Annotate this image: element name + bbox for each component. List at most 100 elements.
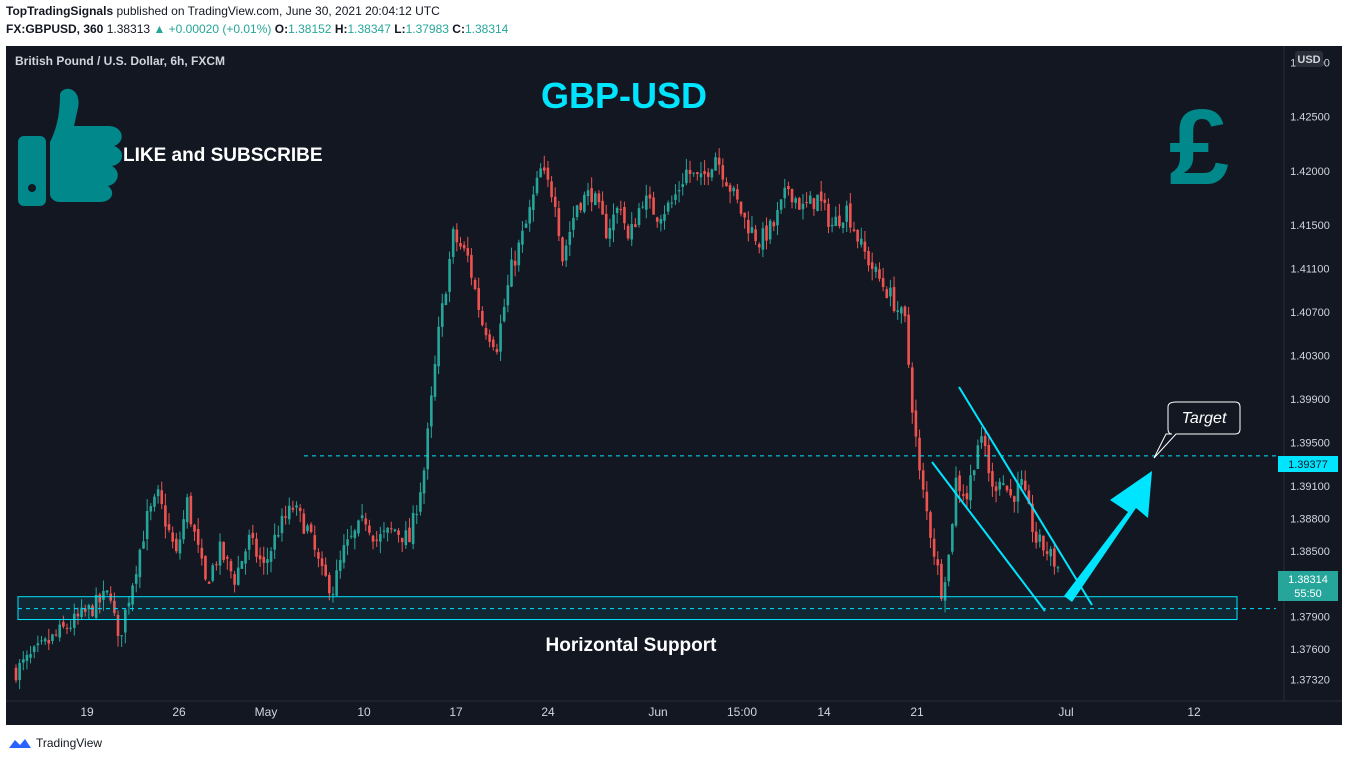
candle-body bbox=[579, 203, 583, 211]
candle-body bbox=[521, 230, 524, 245]
candle-body bbox=[681, 184, 685, 187]
support-zone bbox=[17, 596, 1238, 621]
candle-body bbox=[251, 532, 255, 538]
candle-body bbox=[236, 567, 240, 585]
candle-body bbox=[812, 198, 816, 209]
high-label: H: bbox=[334, 22, 348, 36]
candle-body bbox=[641, 206, 644, 208]
candle-body bbox=[481, 310, 484, 326]
y-tick-label: 1.42000 bbox=[1290, 166, 1330, 178]
candle-body bbox=[240, 560, 244, 569]
candle-body bbox=[936, 559, 940, 566]
candle-body bbox=[834, 216, 838, 226]
candle-body bbox=[550, 181, 553, 198]
candle-body bbox=[896, 310, 899, 312]
candle-body bbox=[776, 210, 779, 226]
candle-body bbox=[397, 530, 400, 535]
target-label: Target bbox=[1182, 410, 1227, 427]
candle-body bbox=[156, 489, 160, 497]
candle-body bbox=[980, 436, 983, 443]
candle-body bbox=[1016, 482, 1020, 502]
footer-brand[interactable]: TradingView bbox=[8, 736, 102, 750]
candle-body bbox=[244, 551, 247, 564]
candle-body bbox=[841, 222, 845, 228]
candle-body bbox=[572, 217, 575, 230]
candle-body bbox=[222, 541, 225, 560]
time-axis[interactable]: 19 26 May 10 17 24 Jun 15:00 14 21 Jul 12 bbox=[80, 705, 1201, 719]
x-tick-label: 14 bbox=[817, 705, 831, 719]
candle-body bbox=[408, 527, 411, 543]
price-axis[interactable]: 1.430001.425001.420001.415001.411001.407… bbox=[1290, 57, 1330, 686]
countdown-text: 55:50 bbox=[1294, 588, 1322, 600]
candle-body bbox=[91, 605, 94, 617]
candle-body bbox=[747, 219, 750, 234]
candle-body bbox=[433, 364, 437, 397]
candle-body bbox=[699, 173, 703, 178]
candle-body bbox=[929, 512, 932, 538]
candle-body bbox=[998, 481, 1002, 490]
candle-body bbox=[969, 475, 972, 501]
candle-body bbox=[655, 217, 659, 222]
candle-body bbox=[910, 367, 914, 413]
y-tick-label: 1.38800 bbox=[1290, 514, 1330, 526]
candle-body bbox=[881, 278, 885, 288]
candle-body bbox=[859, 238, 863, 245]
candle-body bbox=[473, 279, 477, 290]
candle-body bbox=[863, 241, 867, 252]
candle-body bbox=[925, 491, 929, 512]
candle-body bbox=[976, 445, 980, 469]
candle-body bbox=[419, 492, 422, 512]
candle-body bbox=[546, 167, 550, 180]
candle-body bbox=[171, 532, 174, 542]
x-tick-label: Jul bbox=[1058, 705, 1073, 719]
candle-body bbox=[273, 534, 276, 550]
pound-icon: £ bbox=[1169, 86, 1229, 207]
candle-body bbox=[371, 535, 375, 542]
candle-body bbox=[987, 444, 991, 474]
low-value: 1.37983 bbox=[405, 22, 449, 36]
candle-body bbox=[1002, 483, 1005, 485]
candle-body bbox=[739, 201, 743, 214]
candle-body bbox=[604, 213, 608, 239]
candle-body bbox=[142, 541, 145, 549]
candle-body bbox=[182, 519, 185, 540]
candle-body bbox=[389, 528, 393, 530]
candle-body bbox=[608, 228, 612, 239]
y-tick-label: 1.39900 bbox=[1290, 394, 1330, 406]
candle-body bbox=[728, 185, 732, 192]
candle-body bbox=[116, 614, 120, 636]
candle-body bbox=[335, 570, 338, 596]
candle-body bbox=[564, 245, 568, 261]
candle-body bbox=[790, 188, 794, 203]
candle-body bbox=[477, 288, 481, 310]
x-tick-label: 10 bbox=[357, 705, 371, 719]
x-tick-label: May bbox=[255, 705, 278, 719]
candle-body bbox=[280, 515, 284, 534]
candle-body bbox=[178, 539, 182, 554]
candle-body bbox=[1005, 485, 1009, 491]
candle-body bbox=[874, 266, 878, 272]
candle-body bbox=[338, 560, 342, 571]
candle-body bbox=[51, 634, 54, 642]
candle-body bbox=[32, 646, 36, 653]
candle-body bbox=[597, 193, 601, 203]
candle-body bbox=[666, 202, 670, 212]
close-label: C: bbox=[452, 22, 465, 36]
publisher-name[interactable]: TopTradingSignals bbox=[6, 4, 114, 18]
candle-body bbox=[972, 470, 976, 476]
candle-body bbox=[149, 506, 153, 512]
chart-svg[interactable]: 1.430001.425001.420001.415001.411001.407… bbox=[6, 46, 1342, 725]
candle-body bbox=[346, 539, 349, 546]
candle-body bbox=[783, 187, 787, 199]
candle-body bbox=[954, 477, 958, 526]
candle-body bbox=[619, 208, 623, 211]
currency-badge[interactable] bbox=[1295, 51, 1323, 67]
candle-body bbox=[696, 172, 699, 174]
candle-body bbox=[262, 556, 266, 563]
candle-body bbox=[298, 507, 302, 512]
candle-body bbox=[1009, 489, 1012, 496]
candle-body bbox=[255, 538, 258, 557]
chart-area[interactable]: 1.430001.425001.420001.415001.411001.407… bbox=[6, 46, 1342, 725]
candle-body bbox=[29, 654, 32, 658]
candle-body bbox=[25, 654, 29, 661]
